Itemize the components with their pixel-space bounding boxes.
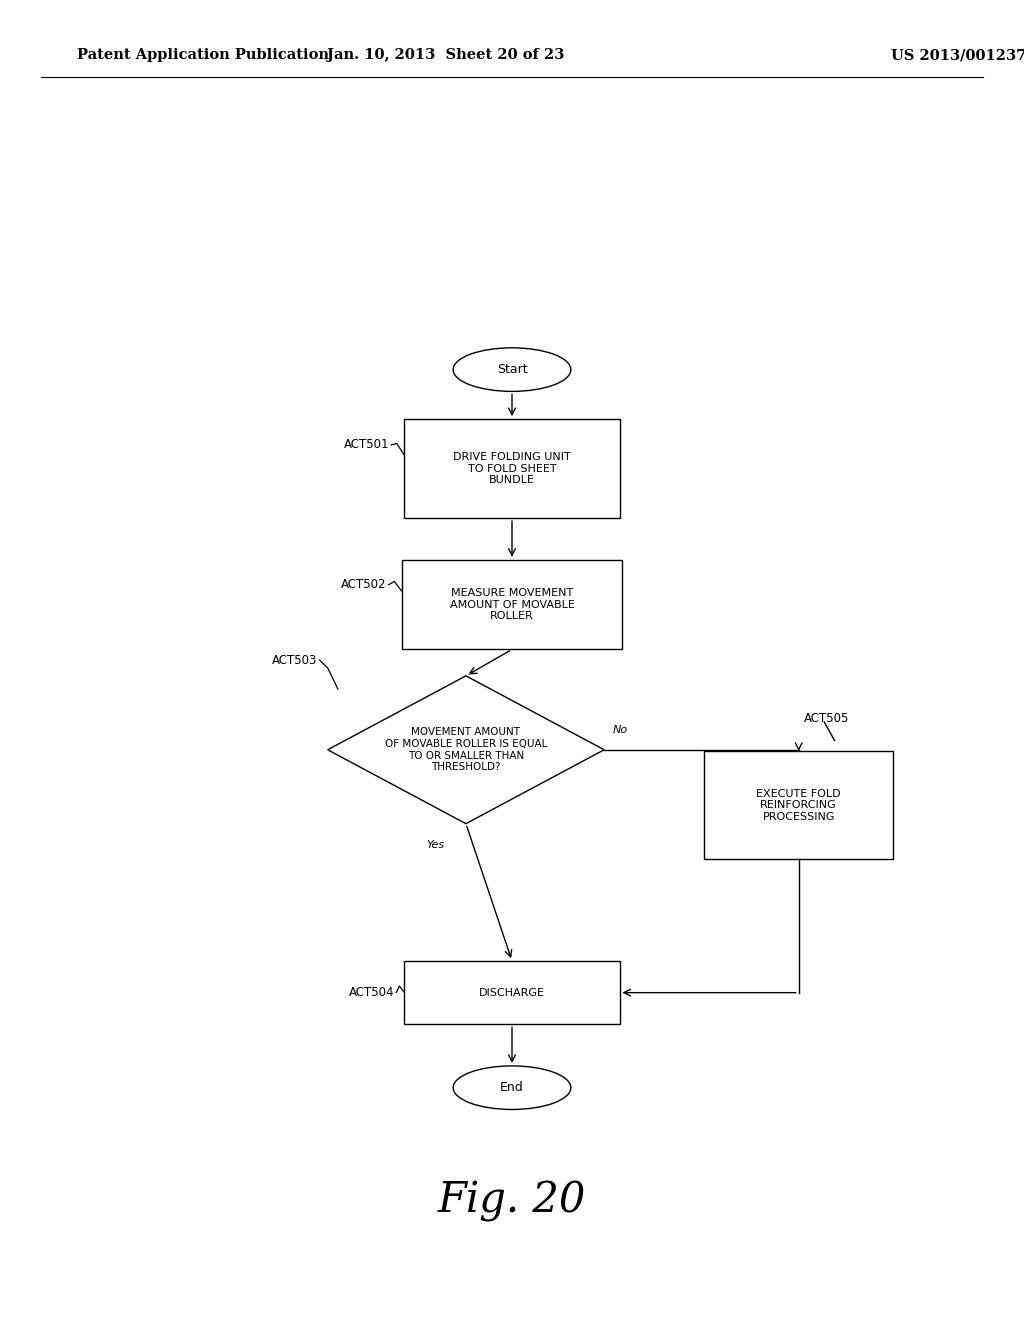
Text: Patent Application Publication: Patent Application Publication <box>77 49 329 62</box>
Text: ACT503: ACT503 <box>272 653 317 667</box>
Text: EXECUTE FOLD
REINFORCING
PROCESSING: EXECUTE FOLD REINFORCING PROCESSING <box>757 788 841 822</box>
Text: End: End <box>500 1081 524 1094</box>
Text: No: No <box>612 725 628 735</box>
Polygon shape <box>328 676 604 824</box>
Text: Yes: Yes <box>426 840 444 850</box>
Bar <box>705 751 893 859</box>
Text: US 2013/0012370 A1: US 2013/0012370 A1 <box>891 49 1024 62</box>
Text: Jan. 10, 2013  Sheet 20 of 23: Jan. 10, 2013 Sheet 20 of 23 <box>327 49 564 62</box>
Text: ACT505: ACT505 <box>804 711 849 725</box>
Bar <box>401 560 623 649</box>
Text: DRIVE FOLDING UNIT
TO FOLD SHEET
BUNDLE: DRIVE FOLDING UNIT TO FOLD SHEET BUNDLE <box>454 451 570 486</box>
Text: MEASURE MOVEMENT
AMOUNT OF MOVABLE
ROLLER: MEASURE MOVEMENT AMOUNT OF MOVABLE ROLLE… <box>450 587 574 622</box>
Text: DISCHARGE: DISCHARGE <box>479 987 545 998</box>
Bar <box>404 418 620 517</box>
Text: ACT501: ACT501 <box>344 438 389 451</box>
Text: ACT504: ACT504 <box>349 986 394 999</box>
Text: MOVEMENT AMOUNT
OF MOVABLE ROLLER IS EQUAL
TO OR SMALLER THAN
THRESHOLD?: MOVEMENT AMOUNT OF MOVABLE ROLLER IS EQU… <box>385 727 547 772</box>
Text: Fig. 20: Fig. 20 <box>438 1180 586 1222</box>
Text: Start: Start <box>497 363 527 376</box>
Bar <box>404 961 620 1024</box>
Text: ACT502: ACT502 <box>341 578 387 591</box>
